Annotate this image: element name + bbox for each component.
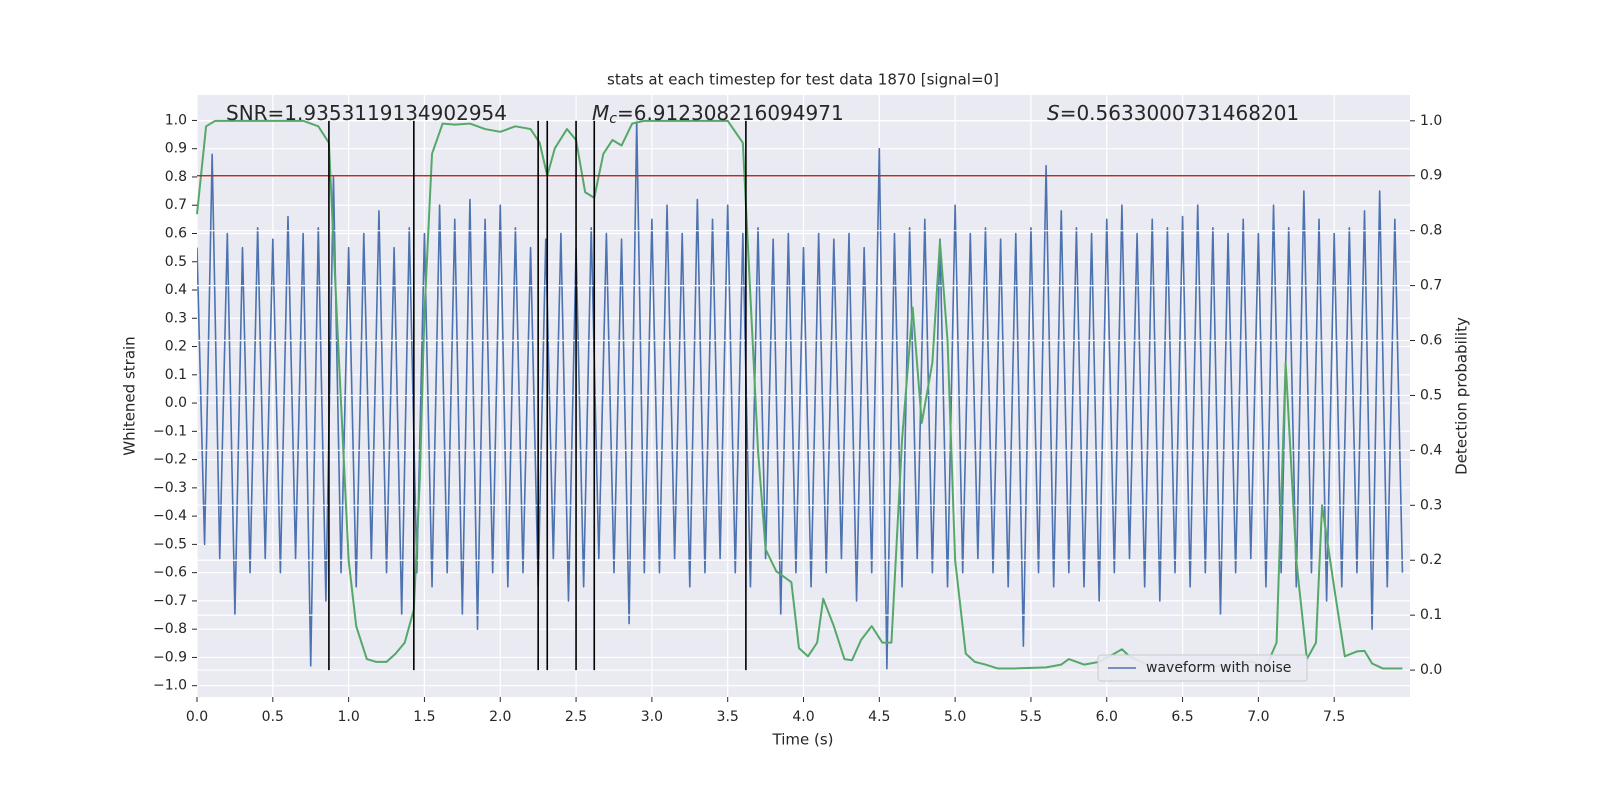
y-tick-label: 0.9 bbox=[165, 141, 187, 157]
annotation-text: SNR=1.9353119134902954 bbox=[226, 101, 507, 125]
annotation-text: =6.912308216094971 bbox=[617, 101, 844, 125]
y2-tick-label: 0.1 bbox=[1420, 607, 1442, 623]
chart-title: stats at each timestep for test data 187… bbox=[607, 71, 999, 89]
y-tick-label: −0.4 bbox=[153, 508, 187, 524]
y-tick-label: −0.3 bbox=[153, 480, 187, 496]
legend-box bbox=[1097, 654, 1308, 682]
y2-tick-label: 0.8 bbox=[1420, 223, 1442, 239]
y2-axis-label: Detection probability bbox=[1453, 317, 1471, 475]
x-tick-label: 5.0 bbox=[944, 709, 966, 725]
x-tick-label: 3.5 bbox=[717, 709, 739, 725]
annotation: S=0.5633000731468201 bbox=[1047, 101, 1299, 125]
y-tick-label: 0.6 bbox=[165, 225, 187, 241]
annotation-text: =0.5633000731468201 bbox=[1060, 101, 1299, 125]
x-tick-label: 6.0 bbox=[1096, 709, 1118, 725]
x-tick-label: 2.0 bbox=[489, 709, 511, 725]
y-tick-label: 0.4 bbox=[165, 282, 187, 298]
y-tick-label: 0.0 bbox=[165, 395, 187, 411]
y-tick-label: 0.5 bbox=[165, 254, 187, 270]
y-axis-label: Whitened strain bbox=[121, 336, 139, 455]
x-axis-label: Time (s) bbox=[772, 731, 834, 749]
legend-label: waveform with noise bbox=[1146, 660, 1291, 676]
x-tick-label: 1.5 bbox=[413, 709, 435, 725]
y-tick-label: −0.2 bbox=[153, 452, 187, 468]
y-tick-label: 0.8 bbox=[165, 169, 187, 185]
annotation-symbol: M bbox=[592, 101, 609, 125]
overlay bbox=[196, 119, 1410, 671]
y-tick-label: −1.0 bbox=[153, 678, 187, 694]
annotation: SNR=1.9353119134902954 bbox=[226, 101, 507, 125]
y-tick-label: −0.1 bbox=[153, 423, 187, 439]
y2-tick-label: 0.2 bbox=[1420, 552, 1442, 568]
waveform-line bbox=[197, 119, 1404, 670]
annotation-symbol: S bbox=[1047, 101, 1060, 125]
y2-tick-label: 0.0 bbox=[1420, 662, 1442, 678]
x-tick-label: 4.0 bbox=[792, 709, 814, 725]
x-tick-label: 0.0 bbox=[186, 709, 208, 725]
y-tick-label: 0.7 bbox=[165, 197, 187, 213]
y-tick-label: −0.7 bbox=[153, 593, 187, 609]
x-tick-label: 3.0 bbox=[641, 709, 663, 725]
y-tick-label: 0.2 bbox=[165, 339, 187, 355]
x-tick-label: 0.5 bbox=[262, 709, 284, 725]
y2-tick-label: 0.3 bbox=[1420, 497, 1442, 513]
y2-tick-label: 0.9 bbox=[1420, 168, 1442, 184]
marks bbox=[197, 119, 1404, 670]
y-tick-label: −0.9 bbox=[153, 649, 187, 665]
y2-tick-label: 0.6 bbox=[1420, 333, 1442, 349]
y2-tick-label: 1.0 bbox=[1420, 113, 1442, 129]
y-tick-label: 0.3 bbox=[165, 310, 187, 326]
x-tick-label: 6.5 bbox=[1171, 709, 1193, 725]
y2-tick-label: 0.5 bbox=[1420, 387, 1442, 403]
x-tick-label: 2.5 bbox=[565, 709, 587, 725]
y-tick-label: 0.1 bbox=[165, 367, 187, 383]
x-tick-label: 7.5 bbox=[1323, 709, 1345, 725]
y2-tick-label: 0.4 bbox=[1420, 442, 1442, 458]
x-tick-label: 5.5 bbox=[1020, 709, 1042, 725]
y-tick-label: −0.8 bbox=[153, 621, 187, 637]
y-tick-label: −0.5 bbox=[153, 536, 187, 552]
y-tick-label: −0.6 bbox=[153, 565, 187, 581]
y-tick-label: 1.0 bbox=[165, 112, 187, 128]
annotation: Mc=6.912308216094971 bbox=[592, 101, 844, 128]
x-tick-label: 1.0 bbox=[337, 709, 359, 725]
x-tick-label: 4.5 bbox=[868, 709, 890, 725]
y2-tick-label: 0.7 bbox=[1420, 278, 1442, 294]
x-tick-label: 7.0 bbox=[1247, 709, 1269, 725]
annotation-subscript: c bbox=[609, 111, 617, 127]
